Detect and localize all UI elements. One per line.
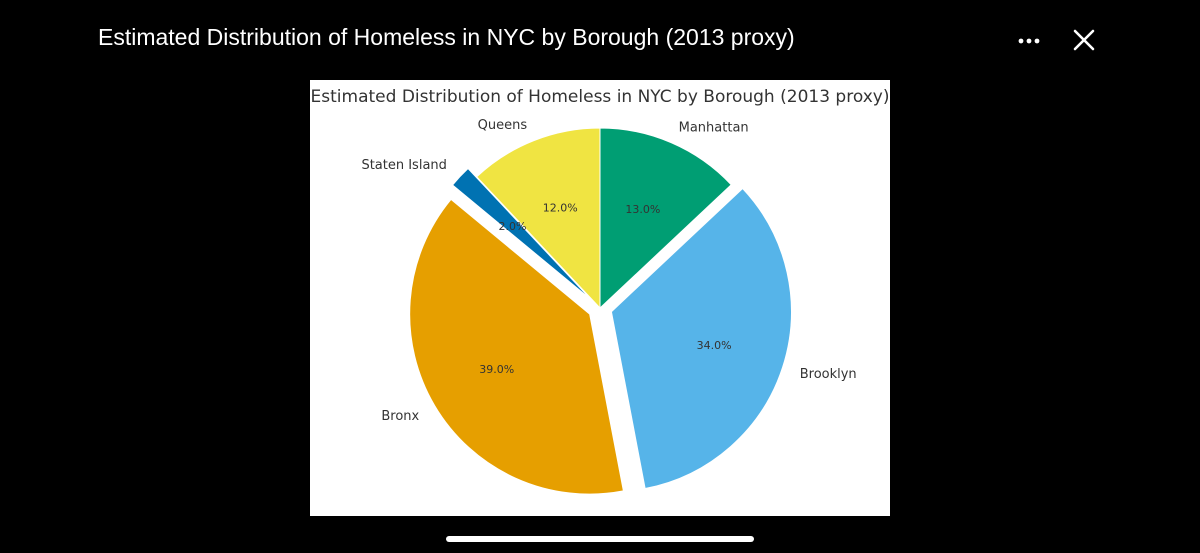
pie-slice-brooklyn — [610, 187, 792, 490]
pct-label: 39.0% — [479, 363, 514, 376]
pct-label: 12.0% — [543, 202, 578, 215]
pie-slice-bronx — [409, 198, 624, 495]
chart-title: Estimated Distribution of Homeless in NY… — [311, 87, 890, 107]
category-label: Bronx — [381, 409, 419, 424]
pct-label: 2.0% — [499, 220, 527, 233]
category-label: Queens — [478, 118, 528, 133]
pie-chart: Estimated Distribution of Homeless in NY… — [311, 87, 890, 495]
category-label: Staten Island — [361, 158, 446, 173]
pie-slice-queens — [476, 127, 601, 310]
close-icon — [1073, 29, 1095, 51]
ellipsis-icon — [1018, 38, 1040, 44]
viewer-title: Estimated Distribution of Homeless in NY… — [98, 24, 795, 50]
home-indicator[interactable] — [446, 536, 754, 542]
chart-figure: Estimated Distribution of Homeless in NY… — [310, 80, 890, 516]
category-label: Manhattan — [679, 120, 749, 135]
pie-slice-manhattan — [599, 127, 732, 310]
pct-label: 34.0% — [697, 339, 732, 352]
pct-label: 13.0% — [625, 203, 660, 216]
more-options-button[interactable] — [1012, 28, 1046, 54]
close-button[interactable] — [1070, 26, 1098, 54]
pie-slice-staten-island — [451, 167, 592, 301]
category-label: Brooklyn — [800, 367, 857, 382]
